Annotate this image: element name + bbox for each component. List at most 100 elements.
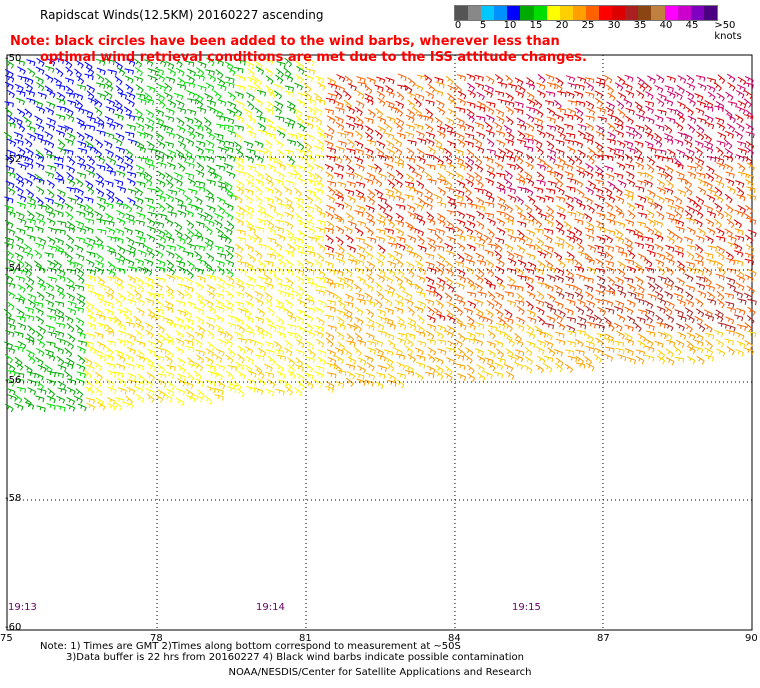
- wind-barb: [75, 106, 85, 115]
- wind-barb: [414, 97, 422, 108]
- wind-barb: [37, 236, 47, 246]
- wind-barb: [365, 205, 375, 213]
- wind-barb: [546, 81, 556, 89]
- wind-barb: [236, 179, 245, 189]
- wind-barb: [175, 337, 185, 347]
- wind-barb: [263, 329, 273, 339]
- wind-barb: [134, 196, 144, 205]
- wind-barb: [176, 125, 186, 134]
- wind-barb: [715, 156, 725, 165]
- wind-barb: [255, 66, 265, 75]
- wind-barb: [64, 77, 74, 85]
- wind-barb: [125, 83, 134, 93]
- wind-barb: [275, 115, 285, 123]
- wind-barb: [156, 179, 166, 188]
- wind-barb: [736, 186, 745, 197]
- wind-barb: [334, 90, 343, 100]
- wind-barb: [446, 283, 455, 293]
- wind-barb: [115, 132, 125, 141]
- wind-barb: [285, 284, 295, 294]
- wind-barb: [356, 378, 366, 386]
- wind-barb: [694, 315, 703, 325]
- wind-barb: [226, 370, 234, 381]
- wind-barb: [565, 202, 574, 211]
- wind-barb: [637, 253, 647, 262]
- wind-barb: [557, 259, 566, 269]
- wind-barb: [236, 185, 245, 195]
- wind-barb: [657, 275, 667, 283]
- wind-barb: [734, 228, 744, 236]
- wind-barb: [304, 313, 314, 323]
- wind-barb: [54, 301, 65, 308]
- wind-barb: [165, 193, 175, 203]
- wind-barb: [237, 260, 247, 268]
- wind-barb: [116, 245, 126, 254]
- wind-barb: [407, 108, 416, 118]
- wind-barb: [625, 228, 636, 236]
- wind-barb: [344, 75, 353, 85]
- wind-barb: [105, 362, 116, 370]
- wind-barb: [403, 291, 413, 300]
- wind-barb: [144, 379, 153, 389]
- wind-barb: [207, 370, 218, 378]
- wind-barb: [276, 316, 284, 326]
- wind-barb: [254, 387, 264, 395]
- wind-barb: [5, 330, 15, 338]
- wind-barb: [324, 163, 334, 172]
- wind-barb: [195, 131, 204, 140]
- wind-barb: [53, 259, 62, 269]
- wind-barb: [385, 77, 395, 85]
- wind-barb: [526, 229, 536, 237]
- wind-barb: [495, 237, 505, 245]
- wind-barb: [604, 234, 613, 244]
- wind-barb: [17, 122, 26, 133]
- wind-barb: [604, 245, 615, 252]
- wind-barb: [226, 220, 235, 230]
- wind-barb: [26, 202, 37, 210]
- wind-barb: [296, 259, 305, 270]
- wind-barb: [35, 177, 45, 185]
- wind-barb: [733, 219, 742, 229]
- wind-barb: [526, 340, 536, 349]
- wind-barb: [747, 298, 757, 306]
- wind-barb: [226, 108, 236, 117]
- wind-barb: [486, 300, 495, 310]
- wind-barb: [24, 82, 33, 92]
- wind-barb: [654, 233, 664, 242]
- wind-barb: [345, 377, 354, 387]
- wind-barb: [564, 363, 574, 373]
- wind-barb: [744, 90, 753, 100]
- wind-barb: [56, 274, 66, 282]
- wind-barb: [594, 203, 604, 212]
- wind-barb: [724, 163, 734, 172]
- wind-barb: [124, 155, 134, 165]
- wind-barb: [236, 282, 245, 292]
- wind-barb: [495, 308, 504, 318]
- wind-barb: [176, 117, 185, 127]
- wind-barb: [134, 108, 143, 118]
- wind-barb: [16, 258, 25, 269]
- wind-barb: [433, 194, 443, 203]
- wind-barb: [234, 125, 244, 132]
- wind-barb: [395, 117, 405, 127]
- wind-barb: [437, 324, 447, 333]
- wind-barb: [577, 251, 587, 259]
- wind-barb: [246, 165, 257, 172]
- wind-barb: [724, 193, 733, 204]
- wind-barb: [126, 171, 137, 179]
- wind-barb: [276, 266, 285, 276]
- wind-barb: [267, 378, 276, 389]
- wind-barb: [406, 250, 416, 258]
- wind-barb: [106, 340, 117, 347]
- wind-barb: [527, 316, 537, 324]
- wind-barb: [45, 291, 55, 300]
- wind-barb: [185, 161, 195, 169]
- wind-barb: [506, 155, 516, 163]
- wind-barb: [617, 180, 627, 188]
- wind-barb: [304, 244, 314, 252]
- wind-barb: [24, 306, 34, 314]
- wind-barb: [744, 82, 754, 89]
- wind-barb: [123, 401, 134, 410]
- wind-barb: [197, 60, 207, 69]
- wind-barb: [236, 74, 246, 82]
